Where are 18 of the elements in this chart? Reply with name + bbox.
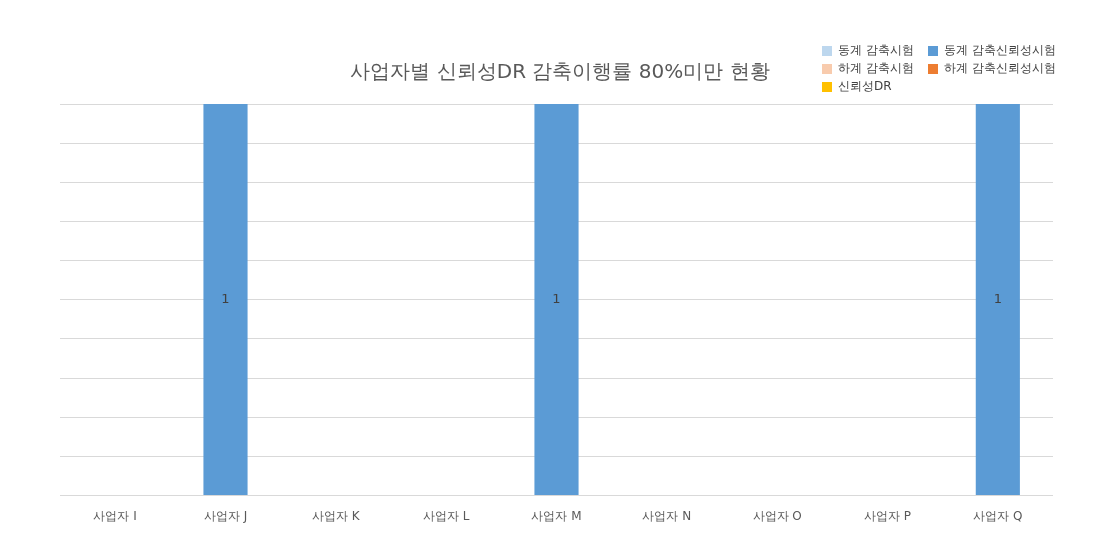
x-tick-label: 사업자 N xyxy=(642,508,692,523)
x-tick-label: 사업자 I xyxy=(93,508,137,523)
x-tick-label: 사업자 O xyxy=(752,508,802,523)
x-tick-label: 사업자 K xyxy=(311,508,361,523)
legend-label: 동계 감축신뢰성시험 xyxy=(943,42,1056,59)
legend-label: 하계 감축신뢰성시험 xyxy=(943,60,1056,77)
chart-title: 사업자별 신뢰성DR 감축이행률 80%미만 현황 xyxy=(349,58,771,85)
x-tick-label: 사업자 M xyxy=(531,508,582,523)
legend-label: 동계 감축시험 xyxy=(838,42,914,59)
x-tick-label: 사업자 J xyxy=(203,508,248,523)
x-tick-label: 사업자 L xyxy=(422,508,470,523)
x-tick-label: 사업자 P xyxy=(863,508,912,523)
data-label: 1 xyxy=(552,290,561,306)
data-label: 1 xyxy=(221,290,230,306)
legend-label: 신뢰성DR xyxy=(838,78,892,95)
data-label: 1 xyxy=(993,290,1002,306)
x-tick-label: 사업자 Q xyxy=(973,508,1023,523)
legend-label: 하계 감축시험 xyxy=(838,60,914,77)
